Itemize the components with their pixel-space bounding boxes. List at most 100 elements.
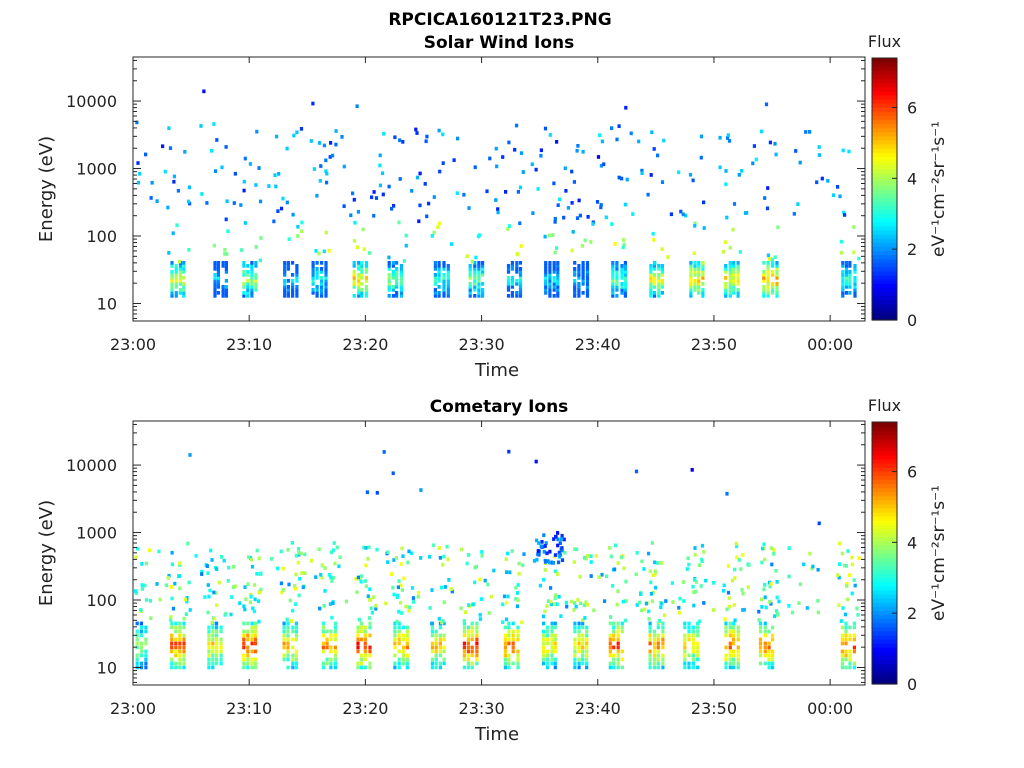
flux-cell xyxy=(404,243,408,248)
flux-cell xyxy=(468,276,472,280)
flux-cell xyxy=(549,602,553,607)
flux-cell xyxy=(174,629,178,634)
flux-cell xyxy=(480,550,484,554)
flux-cell xyxy=(542,641,546,646)
flux-cell xyxy=(550,645,554,650)
flux-cell xyxy=(724,629,728,634)
flux-cell xyxy=(656,625,660,630)
flux-cell xyxy=(174,645,178,650)
flux-cell xyxy=(516,657,520,662)
flux-cell xyxy=(182,657,186,662)
flux-cell xyxy=(649,285,653,289)
flux-cell xyxy=(552,261,556,265)
flux-cell xyxy=(462,192,466,197)
flux-cell xyxy=(557,560,561,565)
flux-cell xyxy=(207,641,211,646)
flux-cell xyxy=(211,633,215,638)
flux-cell xyxy=(609,615,613,619)
flux-cell xyxy=(553,625,557,630)
flux-cell xyxy=(135,633,139,638)
flux-cell xyxy=(625,177,629,182)
flux-cell xyxy=(640,171,644,175)
flux-cell xyxy=(576,144,580,148)
flux-cell xyxy=(585,273,590,277)
colorbar-step xyxy=(872,471,897,476)
flux-cell xyxy=(732,202,737,206)
flux-cell xyxy=(573,629,577,634)
flux-cell xyxy=(474,564,478,569)
colorbar-step xyxy=(872,479,897,484)
flux-cell xyxy=(391,276,395,280)
flux-cell xyxy=(850,555,854,560)
flux-cell xyxy=(787,546,791,550)
flux-cell xyxy=(693,224,697,228)
flux-cell xyxy=(182,633,186,638)
flux-cell xyxy=(697,267,701,271)
flux-cell xyxy=(660,264,664,268)
flux-cell xyxy=(393,653,397,658)
flux-cell xyxy=(178,259,182,264)
flux-cell xyxy=(291,637,295,642)
flux-cell xyxy=(239,248,244,252)
flux-cell xyxy=(656,633,660,638)
flux-cell xyxy=(402,645,406,650)
flux-cell xyxy=(608,661,612,666)
flux-cell xyxy=(286,548,290,552)
flux-cell xyxy=(503,625,507,630)
flux-cell xyxy=(652,285,657,289)
flux-cell xyxy=(693,264,697,268)
flux-cell xyxy=(297,550,301,555)
flux-cell xyxy=(736,665,740,670)
flux-cell xyxy=(176,188,180,193)
flux-cell xyxy=(430,657,434,662)
flux-cell xyxy=(364,276,369,280)
flux-cell xyxy=(415,175,420,180)
flux-cell xyxy=(207,629,211,634)
flux-cell xyxy=(517,571,521,576)
flux-cell xyxy=(395,273,399,277)
flux-cell xyxy=(762,288,766,292)
flux-cell xyxy=(542,657,546,662)
flux-cell xyxy=(573,547,577,551)
flux-cell xyxy=(543,234,547,239)
flux-cell xyxy=(689,291,693,295)
flux-cell xyxy=(325,657,329,662)
flux-cell xyxy=(368,625,372,630)
flux-cell xyxy=(330,615,334,620)
colorbar-step xyxy=(872,246,897,251)
flux-cell xyxy=(767,645,771,650)
flux-cell xyxy=(283,267,287,271)
flux-cell xyxy=(395,276,399,280)
flux-cell xyxy=(279,549,283,554)
flux-cell xyxy=(535,557,539,562)
flux-cell xyxy=(585,641,589,646)
flux-cell xyxy=(763,629,767,634)
flux-cell xyxy=(466,625,470,630)
flux-cell xyxy=(134,555,138,559)
flux-cell xyxy=(736,267,740,271)
flux-cell xyxy=(463,610,468,615)
flux-cell xyxy=(689,261,693,265)
flux-cell xyxy=(475,645,479,650)
flux-cell xyxy=(314,249,318,253)
flux-cell xyxy=(430,645,434,650)
flux-cell xyxy=(250,637,254,642)
colorbar-step xyxy=(872,262,897,268)
flux-cell xyxy=(135,657,139,662)
flux-cell xyxy=(616,653,620,658)
x-tick-label: 00:00 xyxy=(807,335,853,354)
flux-cell xyxy=(841,273,845,277)
flux-cell xyxy=(481,267,485,271)
flux-cell xyxy=(511,629,515,634)
flux-cell xyxy=(333,649,337,654)
colorbar-step xyxy=(872,499,897,505)
flux-cell xyxy=(620,288,624,292)
flux-cell xyxy=(556,279,560,283)
flux-cell xyxy=(430,588,434,592)
flux-cell xyxy=(333,629,337,634)
flux-cell xyxy=(573,285,577,289)
flux-cell xyxy=(425,214,429,219)
flux-cell xyxy=(746,585,750,589)
flux-cell xyxy=(473,276,477,280)
flux-cell xyxy=(253,661,258,666)
